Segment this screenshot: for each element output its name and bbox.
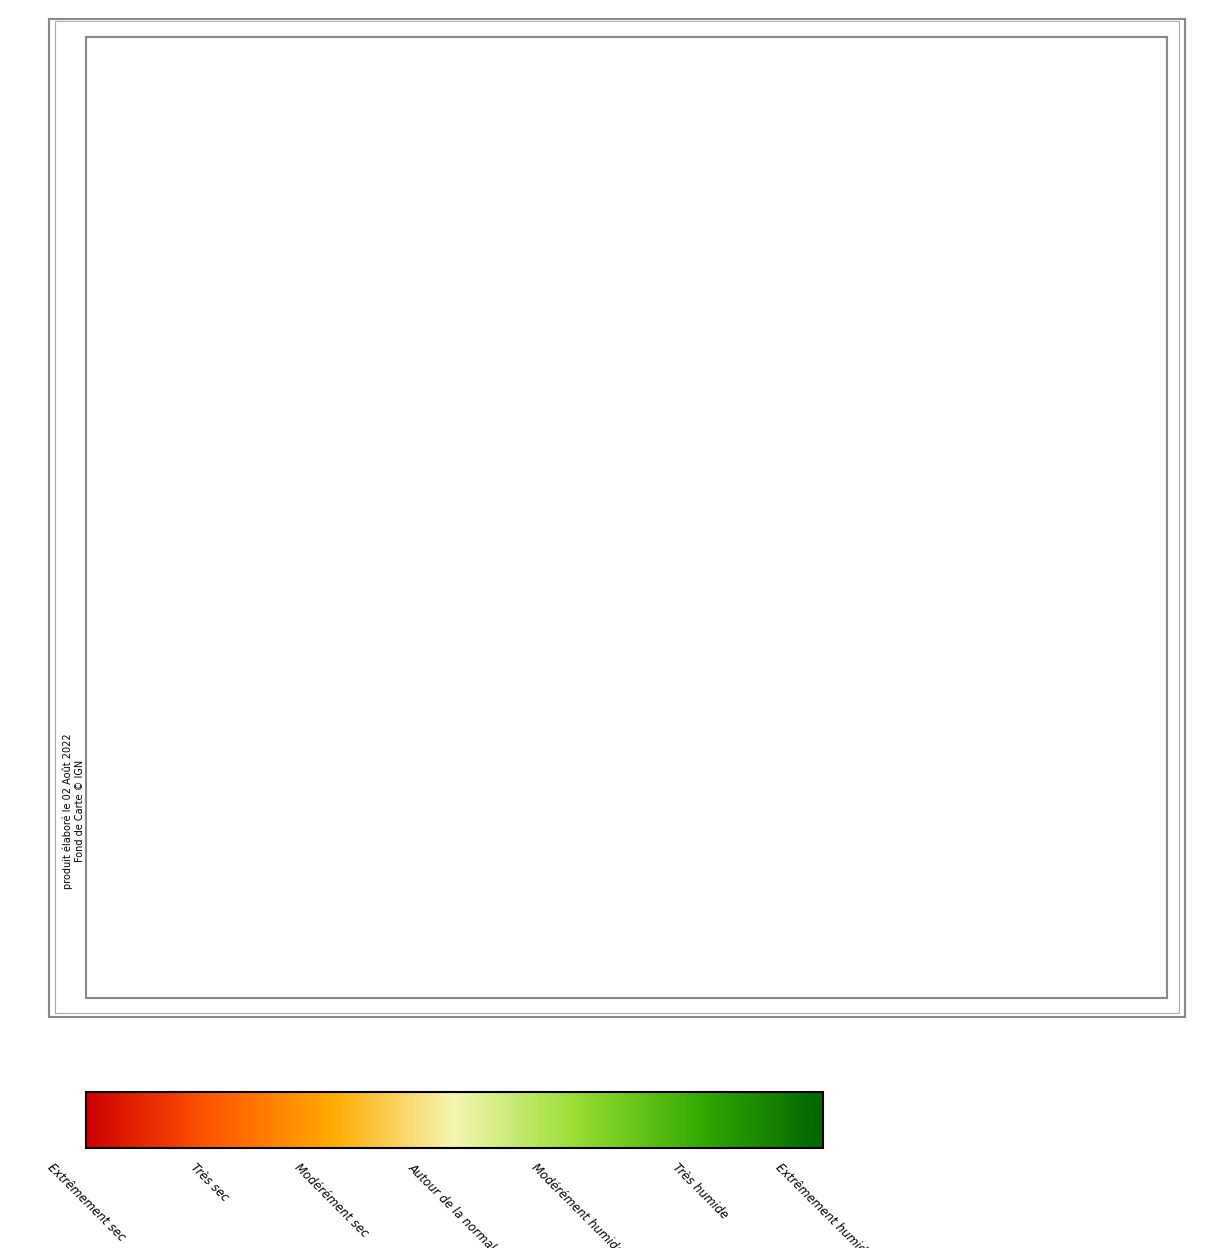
Text: Extrêmement humide: Extrêmement humide <box>772 1161 873 1248</box>
Text: produit élaboré le 02 Août 2022: produit élaboré le 02 Août 2022 <box>63 734 72 889</box>
Text: Modérément humide: Modérément humide <box>529 1161 625 1248</box>
Text: Très humide: Très humide <box>669 1161 729 1222</box>
Text: Modérément sec: Modérément sec <box>292 1161 371 1239</box>
Text: Très sec: Très sec <box>188 1161 231 1204</box>
Text: Fond de Carte © IGN: Fond de Carte © IGN <box>75 760 85 862</box>
Text: Autour de la normale: Autour de la normale <box>405 1161 503 1248</box>
Text: Extrêmement sec: Extrêmement sec <box>44 1161 128 1244</box>
